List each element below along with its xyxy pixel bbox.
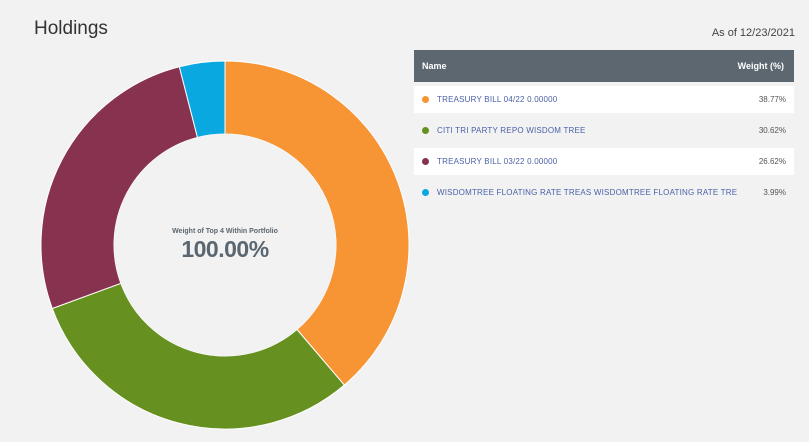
- series-color-dot: [422, 96, 429, 103]
- holding-weight: 38.77%: [758, 95, 786, 104]
- holding-name[interactable]: CITI TRI PARTY REPO WISDOM TREE: [437, 126, 586, 135]
- table-row[interactable]: CITI TRI PARTY REPO WISDOM TREE 30.62%: [414, 117, 794, 144]
- series-color-dot: [422, 127, 429, 134]
- table-row[interactable]: WISDOMTREE FLOATING RATE TREAS WISDOMTRE…: [414, 179, 794, 206]
- holding-weight: 3.99%: [763, 188, 786, 197]
- series-color-dot: [422, 189, 429, 196]
- holding-name[interactable]: TREASURY BILL 03/22 0.00000: [437, 157, 558, 166]
- donut-center-value: 100.00%: [181, 236, 269, 262]
- holding-weight: 30.62%: [758, 126, 786, 135]
- table-header: Name Weight (%): [414, 50, 794, 82]
- holdings-donut-chart: [40, 60, 410, 430]
- donut-center-label: Weight of Top 4 Within Portfolio: [172, 228, 278, 235]
- table-row[interactable]: TREASURY BILL 03/22 0.00000 26.62%: [414, 148, 794, 175]
- holdings-table: Name Weight (%) TREASURY BILL 04/22 0.00…: [414, 50, 794, 206]
- table-row[interactable]: TREASURY BILL 04/22 0.00000 38.77%: [414, 86, 794, 113]
- holding-weight: 26.62%: [758, 157, 786, 166]
- holding-name[interactable]: WISDOMTREE FLOATING RATE TREAS WISDOMTRE…: [437, 188, 738, 197]
- column-header-name: Name: [422, 61, 447, 71]
- column-header-weight: Weight (%): [737, 61, 784, 71]
- donut-hole: [114, 134, 336, 356]
- series-color-dot: [422, 158, 429, 165]
- page-title: Holdings: [34, 18, 108, 39]
- as-of-date: As of 12/23/2021: [711, 27, 795, 39]
- holding-name[interactable]: TREASURY BILL 04/22 0.00000: [437, 95, 558, 104]
